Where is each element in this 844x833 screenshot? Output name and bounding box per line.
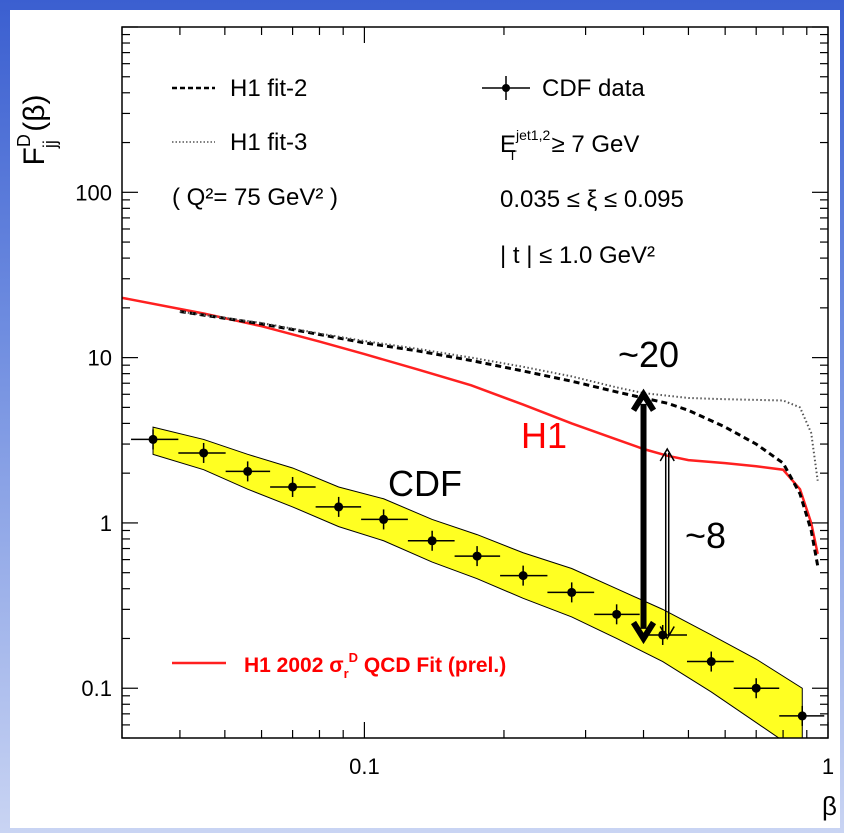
legend-et-rest: ≥ 7 GeV	[545, 131, 640, 158]
legend-et-sup: jet1,2	[515, 127, 550, 143]
legend-cdf-marker-dot	[502, 84, 510, 92]
legend-q2-label: ( Q²= 75 GeV² )	[172, 184, 338, 211]
y-axis-label-main: F	[18, 147, 51, 165]
legend-et-sub: T	[508, 147, 517, 163]
y-tick-label: 1	[100, 511, 112, 536]
legend-xi-label: 0.035 ≤ ξ ≤ 0.095	[500, 186, 684, 213]
x-tick-label: 0.1	[349, 754, 380, 779]
cdf-data-point	[148, 434, 158, 444]
cdf-data-point	[243, 466, 253, 476]
figure-panel	[10, 10, 840, 828]
cdf-data-point	[472, 551, 482, 561]
cdf-data-point	[518, 571, 528, 581]
y-tick-label: 0.1	[81, 676, 112, 701]
legend-h1qcd-sub: r	[344, 666, 349, 681]
cdf-data-point	[379, 514, 389, 524]
legend-right: CDF data Ejet1,2 T ≥ 7 GeV 0.035 ≤ ξ ≤ 0.…	[482, 75, 684, 269]
cdf-uncertainty-band	[152, 426, 803, 738]
legend-et-label: Ejet1,2 T ≥ 7 GeV	[500, 127, 639, 163]
annotation-cdf: CDF	[388, 463, 462, 504]
legend-h1qcd-rest: QCD Fit (prel.)	[358, 654, 506, 677]
y-tick-label: 100	[75, 180, 112, 205]
ratio-8-arrow-head-bottom	[659, 626, 675, 640]
cdf-data-point	[612, 609, 622, 619]
y-tick-label: 10	[88, 346, 112, 371]
cdf-data-point	[751, 683, 761, 693]
legend-fit2-label: H1 fit-2	[230, 75, 307, 102]
y-axis-label: FD jj (β)	[14, 95, 60, 166]
series-line-1	[179, 310, 820, 567]
cdf-data-point	[797, 711, 807, 721]
ratio-20-arrow-head-top	[630, 388, 657, 412]
cdf-data-point	[334, 502, 344, 512]
legend-fit3-label: H1 fit-3	[230, 129, 307, 156]
x-tick-label: 1	[822, 754, 834, 779]
annotation-h1: H1	[521, 415, 567, 456]
annotation-ratio-8: ~8	[685, 515, 726, 556]
cdf-data-point	[706, 657, 716, 667]
legend-t-label: | t | ≤ 1.0 GeV²	[500, 242, 655, 269]
cdf-data-point	[567, 587, 577, 597]
legend-cdf-label: CDF data	[542, 75, 645, 102]
ratio-20-arrow-head-bottom	[630, 620, 657, 645]
series-line-0	[122, 296, 819, 555]
cdf-data-point	[427, 536, 437, 546]
cdf-data-point	[288, 482, 298, 492]
cdf-data-point	[658, 630, 668, 640]
y-axis-label-sub: jj	[40, 140, 60, 149]
legend-h1qcd-label: H1 2002 σrD QCD Fit (prel.)	[244, 650, 506, 681]
y-axis-label-rest: (β)	[18, 95, 51, 141]
annotation-ratio-20: ~20	[618, 334, 679, 375]
legend-et-main: E	[500, 131, 516, 158]
legend-bottom: H1 2002 σrD QCD Fit (prel.)	[172, 650, 506, 681]
legend-h1qcd-sup: D	[349, 650, 358, 665]
legend-h1qcd-main: H1 2002 σ	[244, 654, 344, 677]
cdf-data-point	[199, 448, 209, 458]
x-axis-label: β	[822, 791, 837, 821]
plot-frame	[121, 26, 829, 739]
series-line-2	[179, 310, 819, 481]
ratio-8-arrow-head-top	[659, 447, 675, 462]
legend-left: H1 fit-2 H1 fit-3 ( Q²= 75 GeV² )	[172, 75, 338, 211]
y-axis-label-sup: D	[14, 134, 34, 147]
